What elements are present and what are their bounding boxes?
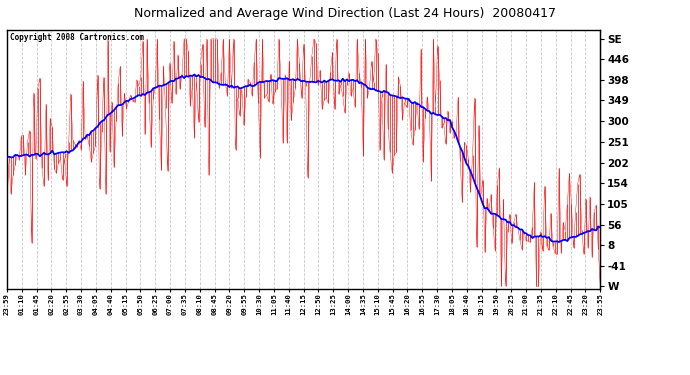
Text: Normalized and Average Wind Direction (Last 24 Hours)  20080417: Normalized and Average Wind Direction (L… [134, 8, 556, 21]
Text: Copyright 2008 Cartronics.com: Copyright 2008 Cartronics.com [10, 33, 144, 42]
